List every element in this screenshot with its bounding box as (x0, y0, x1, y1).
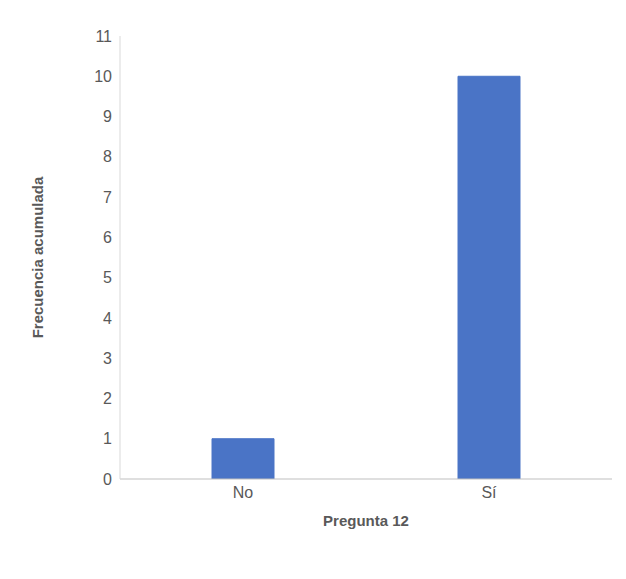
svg-text:8: 8 (103, 148, 112, 165)
svg-text:7: 7 (103, 189, 112, 206)
svg-text:5: 5 (103, 269, 112, 286)
svg-text:Pregunta 12: Pregunta 12 (323, 512, 409, 529)
svg-text:6: 6 (103, 229, 112, 246)
svg-text:4: 4 (103, 310, 112, 327)
svg-text:Sí: Sí (481, 484, 497, 501)
svg-text:3: 3 (103, 350, 112, 367)
svg-text:0: 0 (103, 471, 112, 488)
svg-text:1: 1 (103, 430, 112, 447)
svg-text:2: 2 (103, 390, 112, 407)
svg-text:No: No (233, 484, 254, 501)
svg-text:9: 9 (103, 108, 112, 125)
svg-text:11: 11 (95, 28, 112, 45)
svg-text:Frecuencia acumulada: Frecuencia acumulada (29, 176, 46, 338)
svg-text:10: 10 (94, 68, 112, 85)
